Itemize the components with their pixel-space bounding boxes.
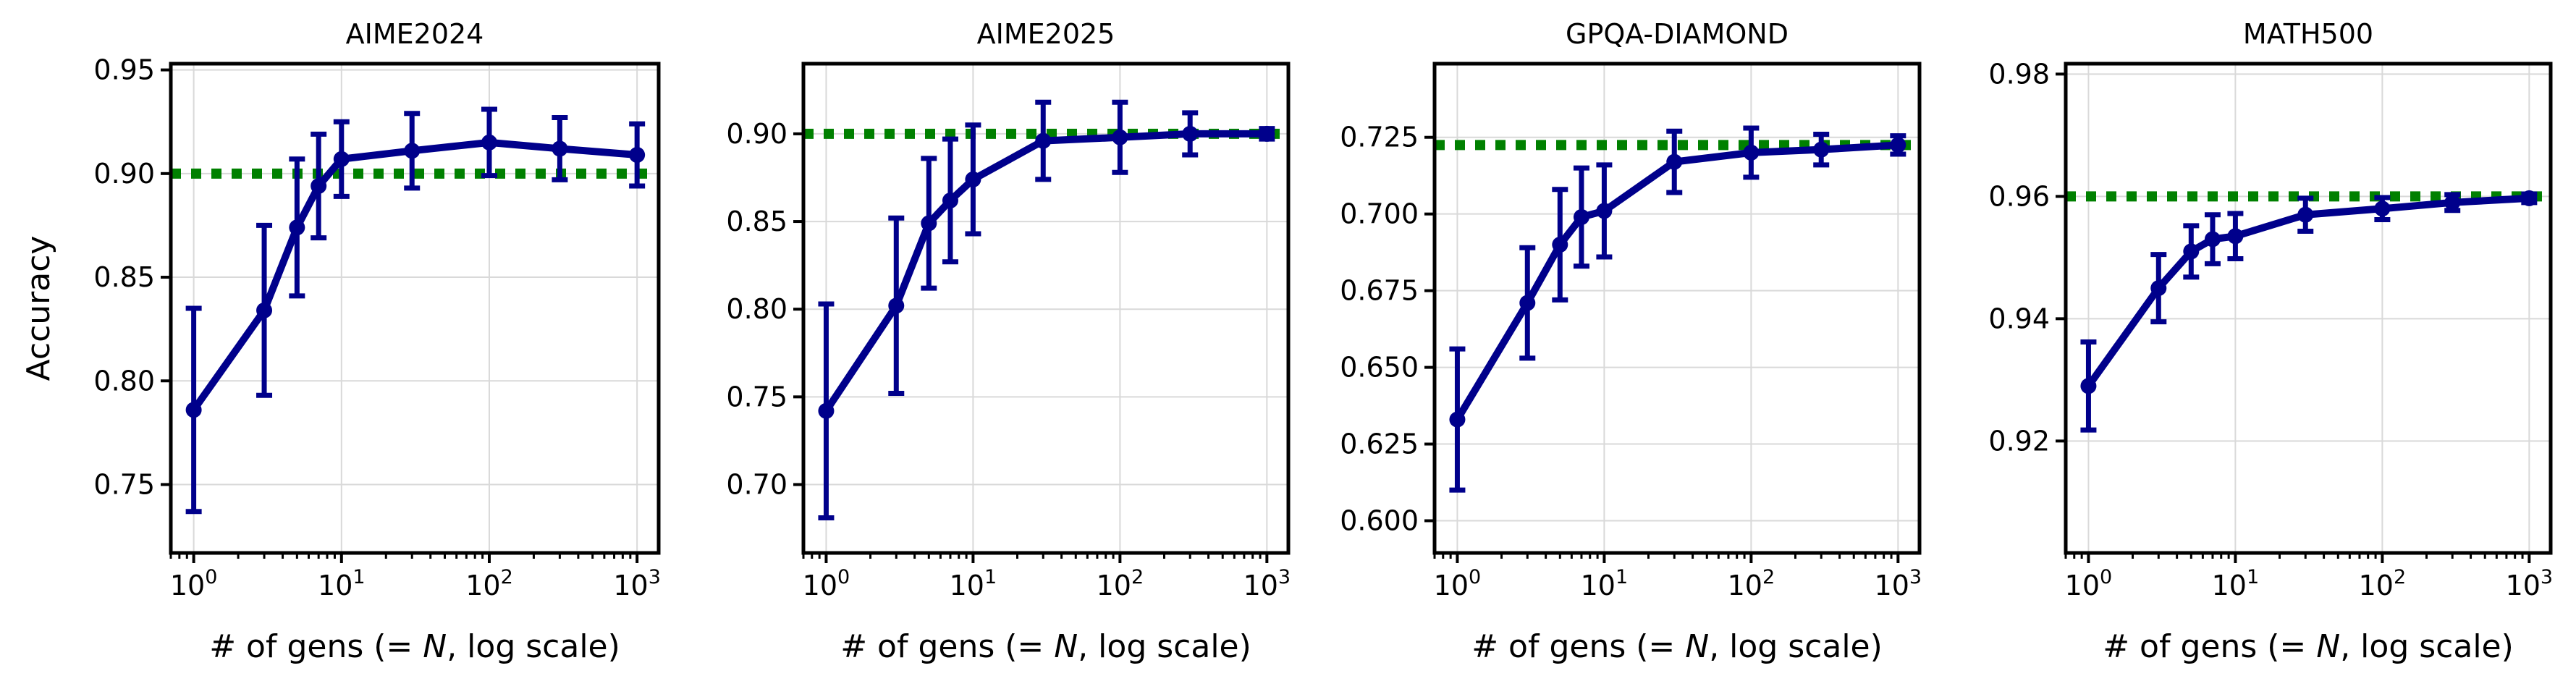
panel-math500: MATH500 # of gens (= N, log scale) 0.92 0… bbox=[1988, 18, 2553, 665]
data-point bbox=[289, 219, 305, 236]
data-point bbox=[1552, 237, 1568, 253]
x-tick-label: 102 bbox=[1728, 566, 1775, 601]
data-point bbox=[1035, 132, 1052, 149]
data-point bbox=[1666, 153, 1683, 170]
y-tick-label: 0.98 bbox=[1988, 58, 2050, 90]
panel-title: AIME2025 bbox=[977, 18, 1115, 50]
data-point bbox=[629, 147, 646, 164]
data-point bbox=[942, 192, 958, 208]
data-point bbox=[1596, 203, 1613, 219]
y-tick-label: 0.625 bbox=[1340, 428, 1419, 460]
x-tick-label: 103 bbox=[1875, 566, 1922, 601]
y-axis-label: Accuracy bbox=[20, 236, 57, 381]
data-point bbox=[1519, 295, 1536, 311]
panel-aime2024: AIME2024 Accuracy # of gens (= N, log sc… bbox=[20, 18, 661, 665]
x-tick-label: 100 bbox=[1434, 566, 1482, 601]
y-tick-label: 0.90 bbox=[93, 158, 155, 190]
x-tick-label: 100 bbox=[2065, 566, 2113, 601]
x-axis-label: # of gens (= N, log scale) bbox=[209, 628, 620, 665]
y-tick-label: 0.95 bbox=[93, 54, 155, 86]
panel-title: GPQA-DIAMOND bbox=[1566, 18, 1789, 50]
y-tick-label: 0.80 bbox=[726, 293, 787, 325]
y-tick-label: 0.94 bbox=[1988, 303, 2050, 334]
data-point bbox=[2204, 231, 2221, 248]
data-point bbox=[1890, 137, 1906, 153]
y-tick-label: 0.85 bbox=[726, 206, 787, 237]
data-point bbox=[2183, 243, 2200, 260]
data-point bbox=[552, 140, 568, 157]
x-axis-label: # of gens (= N, log scale) bbox=[1471, 628, 1883, 665]
x-tick-label: 103 bbox=[613, 566, 661, 601]
y-tick-label: 0.700 bbox=[1340, 198, 1419, 230]
data-point bbox=[2080, 378, 2097, 394]
data-point bbox=[1449, 411, 1466, 428]
data-point bbox=[481, 134, 497, 151]
plot-frame bbox=[2064, 62, 2553, 555]
data-point bbox=[256, 302, 273, 318]
data-point bbox=[1813, 141, 1830, 158]
x-tick-label: 101 bbox=[1581, 566, 1629, 601]
x-tick-label: 103 bbox=[1243, 566, 1291, 601]
x-tick-label: 101 bbox=[318, 566, 366, 601]
x-tick-label: 102 bbox=[1097, 566, 1144, 601]
plot-frame bbox=[1432, 62, 1922, 555]
data-point bbox=[1259, 125, 1275, 142]
data-point bbox=[2150, 280, 2167, 297]
x-tick-label: 102 bbox=[2359, 566, 2407, 601]
x-tick-label: 103 bbox=[2506, 566, 2554, 601]
panel-aime2025: AIME2025 # of gens (= N, log scale) 0.70… bbox=[726, 18, 1291, 665]
y-tick-label: 0.80 bbox=[93, 365, 155, 397]
data-point bbox=[1743, 144, 1760, 161]
data-point bbox=[2374, 200, 2391, 217]
data-point bbox=[2297, 206, 2314, 223]
x-tick-label: 102 bbox=[465, 566, 513, 601]
data-point bbox=[1573, 208, 1589, 225]
data-point bbox=[185, 402, 202, 418]
data-point bbox=[965, 171, 981, 187]
x-tick-label: 101 bbox=[950, 566, 997, 601]
panel-gpqa-diamond: GPQA-DIAMOND # of gens (= N, log scale) … bbox=[1340, 18, 1922, 665]
y-tick-label: 0.70 bbox=[726, 469, 787, 501]
y-tick-label: 0.75 bbox=[726, 381, 787, 413]
data-point bbox=[1182, 125, 1199, 142]
y-tick-label: 0.92 bbox=[1988, 425, 2050, 457]
x-tick-label: 101 bbox=[2212, 566, 2260, 601]
data-point bbox=[2227, 228, 2244, 245]
y-tick-label: 0.725 bbox=[1340, 122, 1419, 153]
panel-title: MATH500 bbox=[2243, 18, 2373, 50]
data-point bbox=[818, 402, 835, 419]
y-tick-label: 0.85 bbox=[93, 261, 155, 293]
x-axis-label: # of gens (= N, log scale) bbox=[2103, 628, 2514, 665]
data-point bbox=[311, 178, 327, 194]
y-tick-label: 0.90 bbox=[726, 118, 787, 150]
x-tick-label: 100 bbox=[170, 566, 218, 601]
data-point bbox=[404, 143, 421, 159]
y-tick-label: 0.600 bbox=[1340, 504, 1419, 536]
y-tick-label: 0.96 bbox=[1988, 180, 2050, 212]
data-point bbox=[888, 297, 905, 314]
data-point bbox=[2444, 194, 2461, 211]
x-tick-label: 100 bbox=[803, 566, 850, 601]
data-point bbox=[2521, 190, 2538, 206]
x-axis-label: # of gens (= N, log scale) bbox=[840, 628, 1251, 665]
panel-title: AIME2024 bbox=[346, 18, 484, 50]
plot-frame bbox=[169, 62, 661, 555]
y-tick-label: 0.650 bbox=[1340, 352, 1419, 384]
data-point bbox=[921, 215, 937, 232]
y-tick-label: 0.675 bbox=[1340, 275, 1419, 307]
y-tick-label: 0.75 bbox=[93, 468, 155, 500]
data-point bbox=[1112, 129, 1128, 145]
data-point bbox=[333, 151, 350, 167]
